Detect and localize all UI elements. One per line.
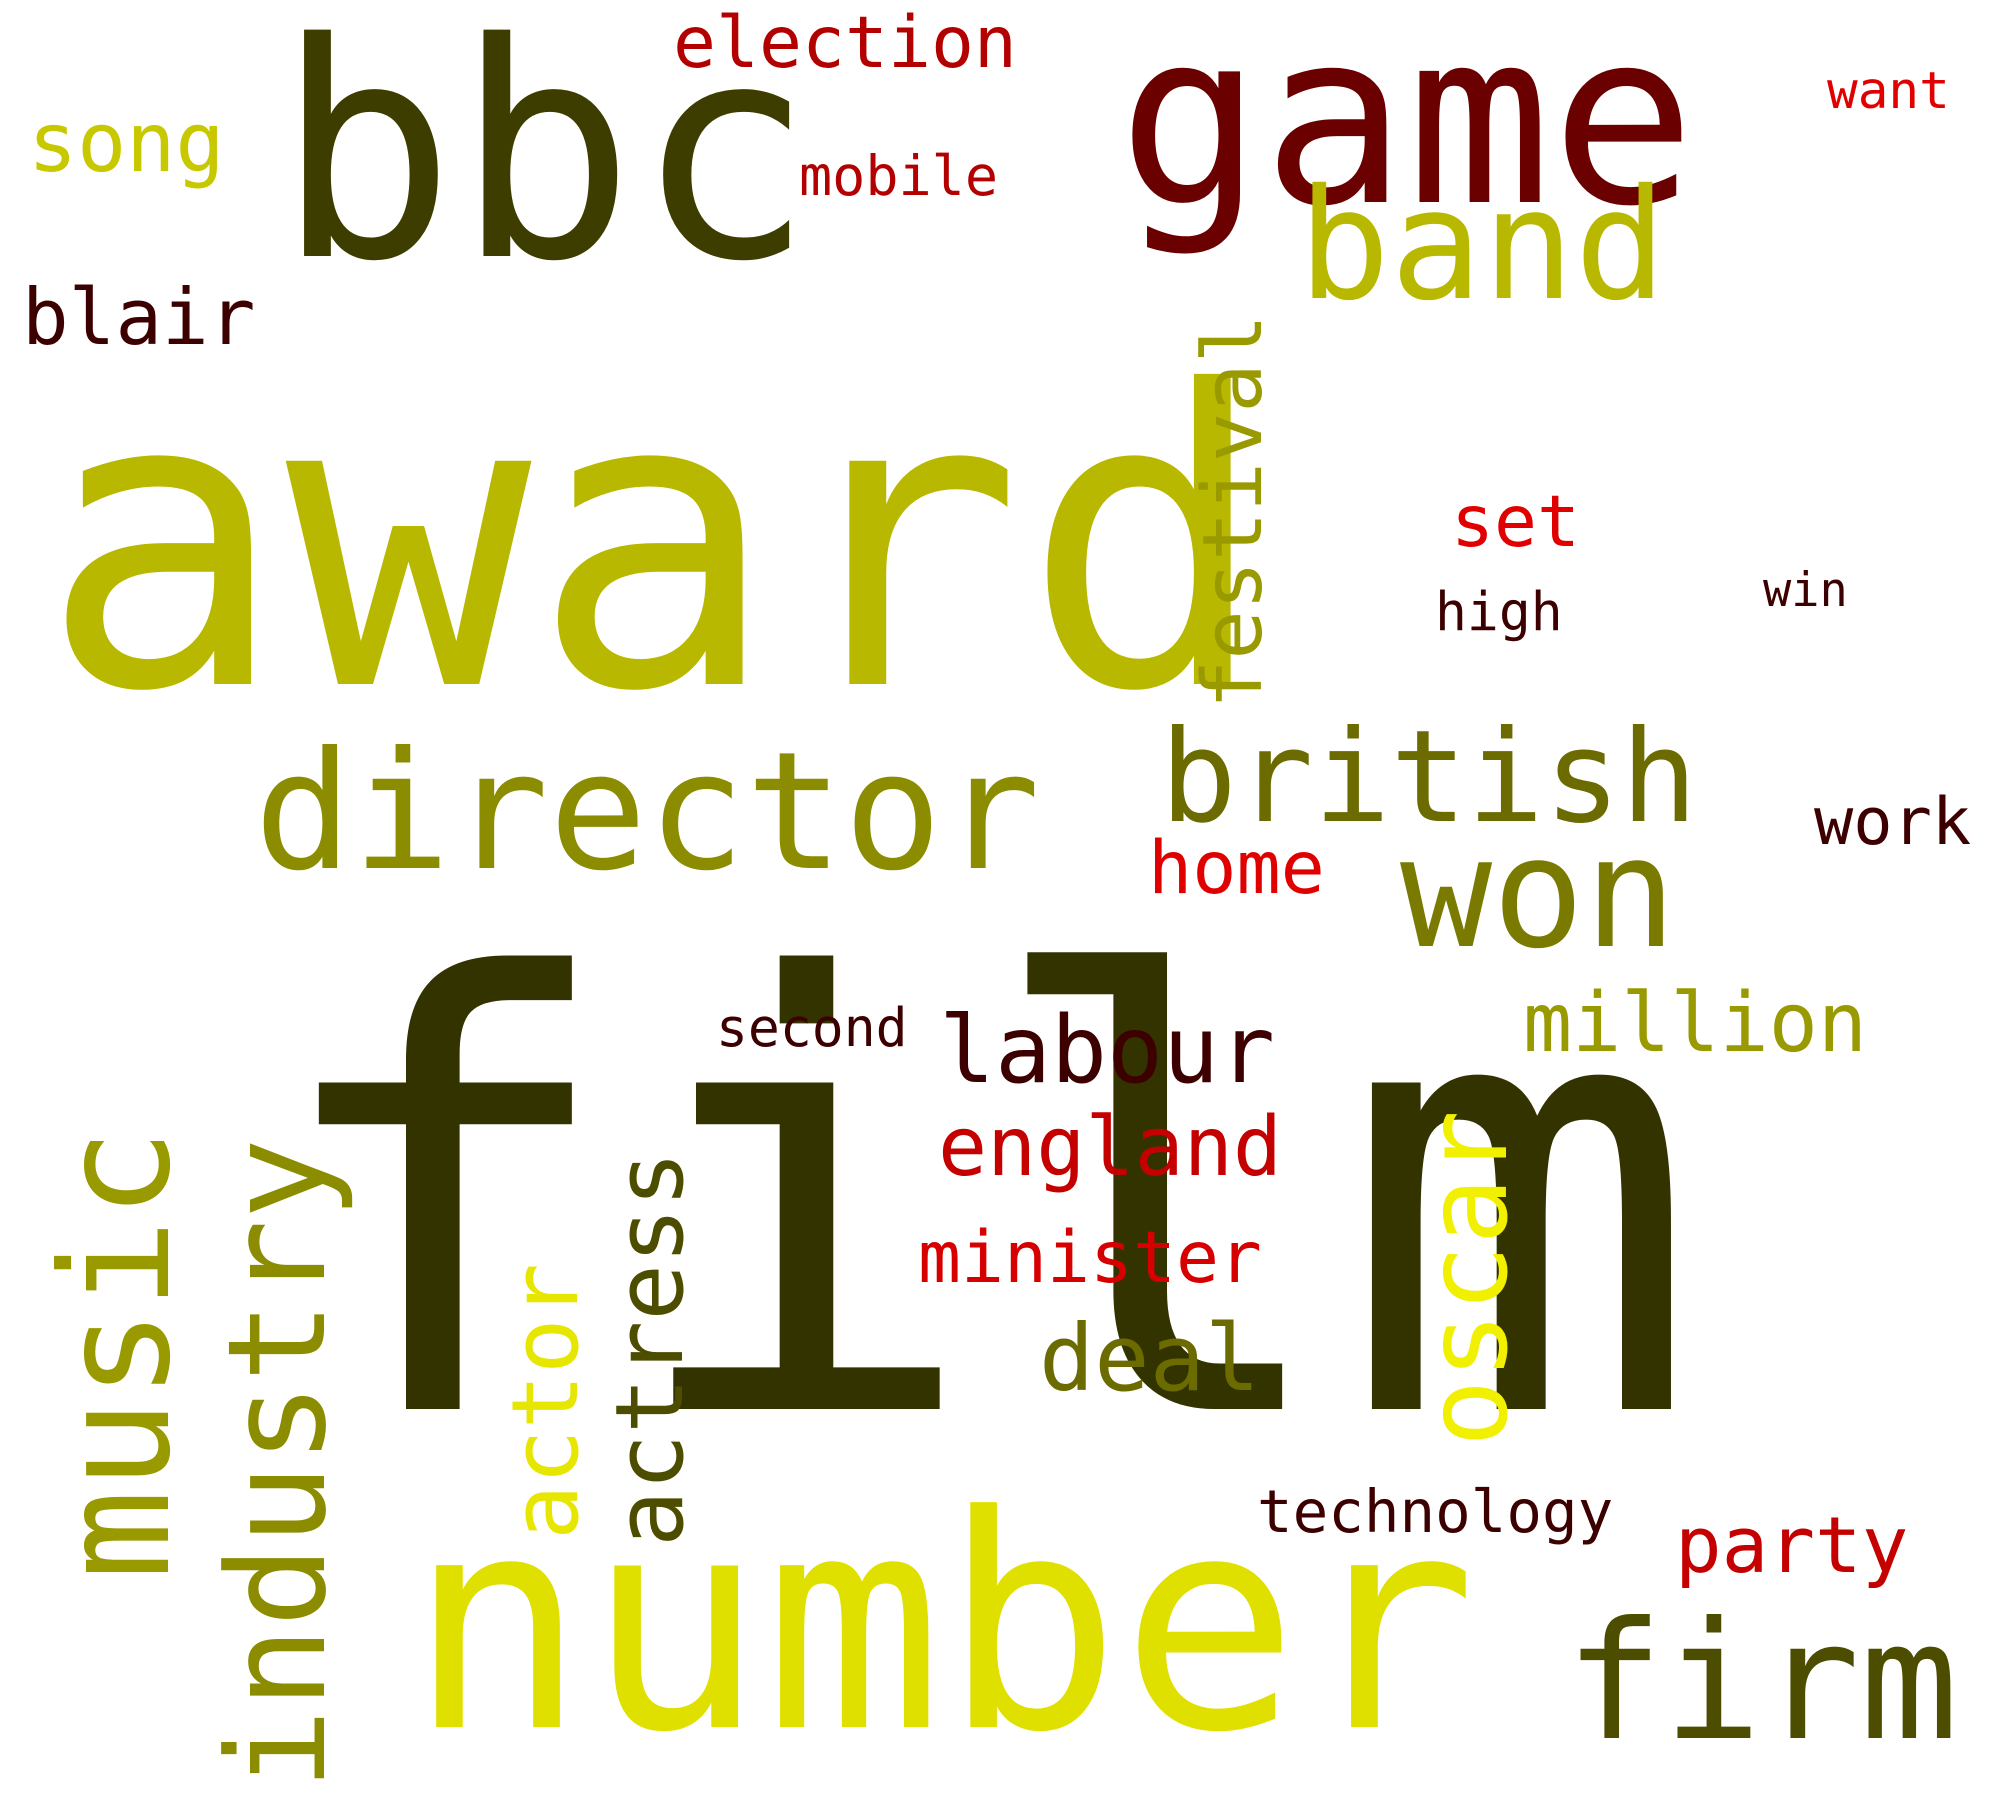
word-actor: actor [492,1263,599,1540]
word-director: director [254,716,1041,907]
word-film: film [262,855,1700,1550]
word-game: game [1118,0,1696,259]
word-election: election [673,1,1017,84]
word-mobile: mobile [799,144,999,208]
word-deal: deal [1039,1305,1261,1412]
word-music: music [30,1128,204,1580]
word-number: number [408,1452,1477,1797]
word-british: british [1160,704,1698,852]
word-labour: labour [939,996,1275,1104]
word-won: won [1400,805,1677,983]
word-minister: minister [918,1216,1262,1299]
word-million: million [1523,976,1867,1071]
word-party: party [1675,1501,1909,1591]
word-win: win [1763,563,1848,618]
word-home: home [1148,826,1325,911]
word-firm: firm [1565,1586,1959,1777]
word-band: band [1298,157,1667,335]
word-blair: blair [22,273,256,363]
word-second: second [716,997,908,1059]
word-oscar: oscar [1403,1109,1533,1447]
word-festival: festival [1186,314,1281,709]
word-actress: actress [596,1150,705,1547]
word-song: song [28,96,225,191]
word-high: high [1435,581,1563,643]
word-industry: industry [198,1138,356,1790]
word-work: work [1814,784,1972,860]
word-technology: technology [1257,1477,1614,1546]
word-award: award [40,306,1269,781]
word-england: england [938,1100,1282,1195]
word-want: want [1827,62,1950,121]
word-bbc: bbc [276,0,815,327]
word-set: set [1451,480,1580,563]
